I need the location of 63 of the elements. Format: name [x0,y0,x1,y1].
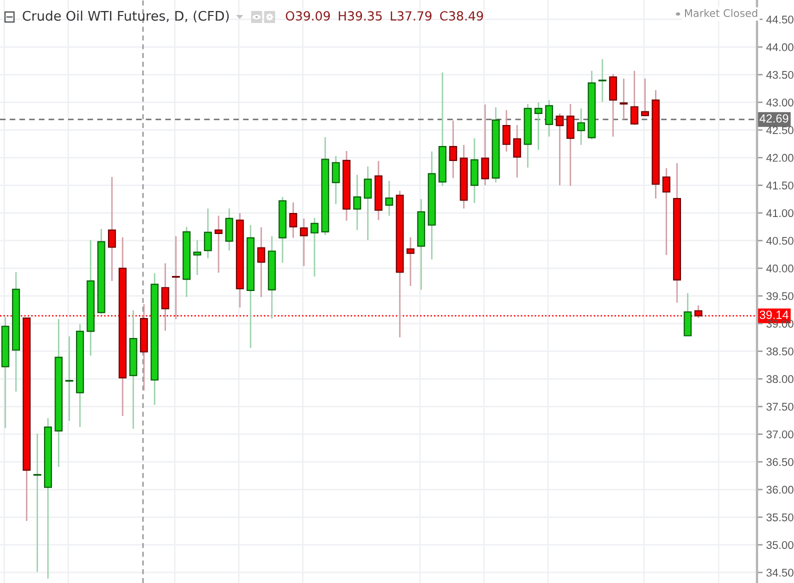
y-tick-label: 36.50 [766,458,794,466]
candlestick [684,292,692,336]
candlestick [364,166,372,241]
candlestick [545,99,554,138]
y-tick-label: 42.50 [766,126,794,134]
candlestick [310,217,318,278]
candlestick [481,104,490,186]
y-tick-label: 40.50 [766,236,794,245]
candlestick [300,218,308,267]
candlestick [172,235,180,320]
y-tick-label: 44.00 [766,43,794,52]
y-tick-label: 37.00 [766,430,794,438]
annotation: H39.35 [338,11,382,21]
candlestick [257,226,266,298]
ref-line-label: 39.14 [760,310,788,320]
y-tick-label: 40.00 [766,264,794,272]
annotation: C38.49 [440,11,484,21]
ref-line-label: 42.69 [760,114,788,123]
candlestick [332,155,340,205]
annotation: L37.79 [390,11,432,21]
candlestick [620,78,628,120]
annotation: Market Closed [685,8,758,18]
candlestick [513,124,522,178]
candlestick [577,108,586,146]
y-tick-label: 41.00 [766,209,794,218]
candlestick [598,58,606,102]
candlestick [556,112,564,186]
candlestick [662,167,670,256]
candlestick [353,174,362,231]
y-tick-label: 44.50 [766,16,794,24]
y-tick-label: 41.50 [766,182,794,190]
text: Crude Oil WTI Futures, D, (CFD) [22,10,229,22]
candlestick [289,202,298,239]
y-tick-label: 38.00 [766,375,794,384]
candlestick [65,336,74,422]
y-tick-label: 34.50 [766,568,794,577]
y-tick-label: 38.50 [766,348,794,356]
annotation: O39.09 [286,11,330,21]
y-tick-label: 35.00 [766,541,794,549]
y-tick-label: 39.50 [766,292,794,300]
candlestick [566,103,574,187]
candlestick [641,78,650,117]
candlestick [161,262,170,332]
candlestick [534,102,542,151]
y-tick-label: 42.00 [766,154,794,162]
candlestick [502,109,510,152]
y-tick-label: 43.00 [766,98,794,106]
candlestick [694,304,702,319]
candlestick [406,236,414,287]
candlestick [609,73,618,138]
candlestick [630,70,638,126]
y-tick-label: 36.00 [766,486,794,494]
candlestick [449,120,458,179]
candlestick [214,215,223,274]
candlestick [108,176,116,282]
candlestick [204,208,212,260]
candlestick [33,432,42,573]
y-tick-label: 35.50 [766,513,794,522]
candlestick [193,239,202,276]
candlestick [225,208,234,252]
candlestick [385,180,394,216]
y-tick-label: 43.50 [766,70,794,79]
y-tick-label: 37.50 [766,402,794,411]
